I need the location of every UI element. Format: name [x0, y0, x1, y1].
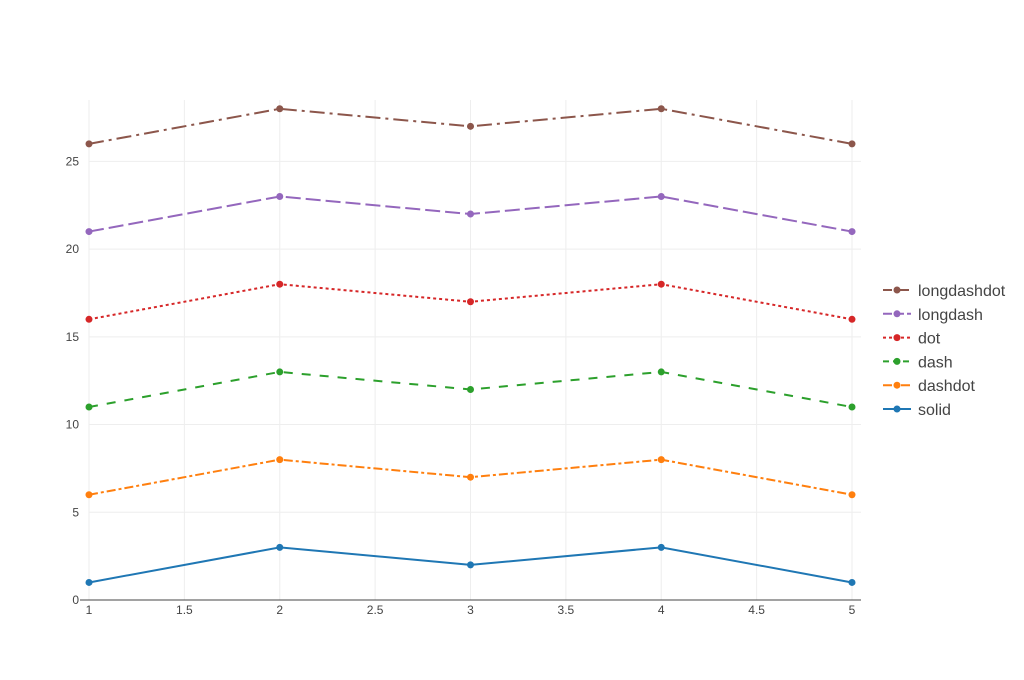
data-point[interactable] — [85, 491, 93, 499]
x-tick-label: 4.5 — [748, 603, 765, 617]
x-tick-label: 5 — [849, 603, 856, 617]
y-tick-label: 10 — [66, 418, 80, 432]
x-tick-label: 1 — [86, 603, 93, 617]
data-point[interactable] — [276, 368, 284, 376]
legend-marker — [893, 286, 901, 294]
legend-marker — [893, 405, 901, 413]
y-tick-label: 15 — [66, 330, 80, 344]
legend-marker — [893, 334, 901, 342]
data-point[interactable] — [276, 543, 284, 551]
legend-label: dashdot — [918, 378, 975, 395]
data-point[interactable] — [467, 473, 474, 481]
legend-label: dot — [918, 331, 941, 348]
data-point[interactable] — [848, 578, 856, 586]
data-point[interactable] — [657, 105, 665, 113]
data-point[interactable] — [276, 192, 284, 200]
legend-item-dashdot[interactable]: dashdot — [883, 378, 975, 395]
data-point[interactable] — [467, 385, 474, 393]
data-point[interactable] — [85, 140, 93, 148]
x-tick-label: 4 — [658, 603, 665, 617]
legend-item-dot[interactable]: dot — [883, 331, 941, 348]
legend-label: longdash — [918, 307, 983, 324]
x-tick-label: 3.5 — [558, 603, 575, 617]
data-point[interactable] — [848, 403, 856, 411]
data-point[interactable] — [85, 315, 93, 323]
legend-item-solid[interactable]: solid — [883, 402, 951, 419]
series-dash — [85, 368, 856, 411]
grid — [88, 100, 861, 600]
x-tick-label: 2.5 — [367, 603, 384, 617]
data-point[interactable] — [467, 210, 474, 218]
x-tick-label: 2 — [276, 603, 283, 617]
data-point[interactable] — [276, 280, 284, 288]
data-point[interactable] — [848, 228, 856, 236]
data-point[interactable] — [848, 140, 856, 148]
data-point[interactable] — [848, 491, 856, 499]
series-solid — [85, 543, 856, 586]
y-tick-label: 5 — [72, 505, 79, 519]
data-point[interactable] — [657, 280, 665, 288]
data-point[interactable] — [467, 298, 474, 306]
data-point[interactable] — [657, 543, 665, 551]
data-point[interactable] — [276, 456, 284, 464]
plot-area — [85, 105, 856, 586]
legend-label: dash — [918, 354, 953, 371]
series-longdash — [85, 192, 856, 236]
data-point[interactable] — [657, 368, 665, 376]
legend-item-longdash[interactable]: longdash — [883, 307, 983, 324]
legend-label: solid — [918, 402, 951, 419]
data-point[interactable] — [657, 456, 665, 464]
y-tick-label: 20 — [66, 242, 80, 256]
legend-marker — [893, 381, 901, 389]
x-tick-label: 1.5 — [176, 603, 193, 617]
series-dashdot — [85, 456, 856, 499]
data-point[interactable] — [467, 561, 474, 569]
y-tick-label: 0 — [72, 593, 79, 607]
series-longdashdot — [85, 105, 856, 148]
legend-marker — [893, 310, 901, 318]
data-point[interactable] — [85, 228, 93, 236]
data-point[interactable] — [85, 403, 93, 411]
data-point[interactable] — [276, 105, 284, 113]
data-point[interactable] — [85, 578, 93, 586]
x-tick-label: 3 — [467, 603, 474, 617]
data-point[interactable] — [467, 122, 474, 130]
y-tick-label: 25 — [66, 154, 80, 168]
legend-item-longdashdot[interactable]: longdashdot — [883, 283, 1006, 300]
axes: 1 1.5 2 2.5 3 3.5 4 4.5 5 0 5 10 15 20 25 — [66, 154, 861, 617]
legend-marker — [893, 357, 901, 365]
series-dot — [85, 280, 856, 323]
legend-item-dash[interactable]: dash — [883, 354, 953, 371]
data-point[interactable] — [848, 315, 856, 323]
data-point[interactable] — [657, 192, 665, 200]
legend-label: longdashdot — [918, 283, 1006, 300]
